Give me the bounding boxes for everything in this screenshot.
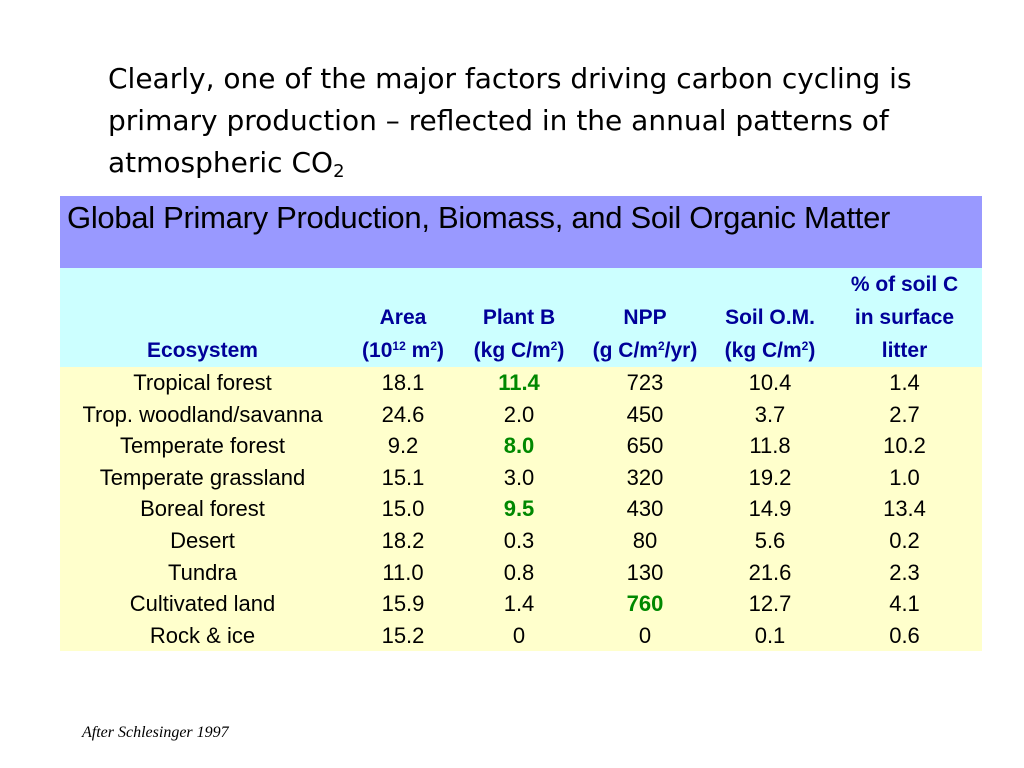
cell-soil-om: 0.1	[754, 622, 786, 648]
cell-npp: 130	[626, 559, 664, 585]
cell-soil-om: 5.6	[754, 527, 786, 553]
cell-soil-om: 11.8	[749, 433, 791, 459]
cell-plant-b: 0.8	[503, 559, 535, 585]
table-row: Rock & ice 15.2 0 0 0.1 0.6	[60, 619, 982, 652]
cell-area: 24.6	[381, 401, 425, 427]
cell-ecosystem: Temperate grassland	[99, 464, 306, 490]
source-citation: After Schlesinger 1997	[82, 724, 229, 741]
table-row: Desert 18.2 0.3 80 5.6 0.2	[60, 524, 982, 557]
cell-npp: 650	[626, 433, 664, 459]
intro-text: Clearly, one of the major factors drivin…	[108, 58, 1008, 184]
table-row: Boreal forest 15.0 9.5 430 14.9 13.4	[60, 493, 982, 525]
cell-plant-b: 0.3	[503, 527, 535, 553]
cell-area: 9.2	[387, 433, 419, 459]
cell-soil-om: 3.7	[754, 401, 786, 427]
cell-ecosystem: Tundra	[168, 559, 237, 585]
cell-plant-b: 2.0	[503, 401, 535, 427]
cell-npp: 320	[626, 464, 664, 490]
cell-soil-c: 2.7	[889, 401, 920, 427]
cell-ecosystem: Temperate forest	[119, 433, 286, 459]
cell-soil-om: 14.9	[748, 496, 792, 522]
table-row: Tropical forest 18.1 11.4 723 10.4 1.4	[60, 367, 982, 399]
header-area: Area (1012 m2)	[362, 306, 444, 362]
cell-ecosystem: Boreal forest	[140, 496, 265, 522]
cell-soil-c: 2.3	[889, 559, 920, 585]
cell-soil-om: 21.6	[748, 559, 792, 585]
cell-area: 15.9	[381, 591, 425, 617]
header-soil-c-litter: % of soil C in surface litter	[850, 273, 959, 362]
cell-area: 18.2	[381, 527, 425, 553]
cell-npp: 450	[626, 401, 664, 427]
cell-plant-b: 3.0	[503, 464, 535, 490]
cell-plant-b-highlight: 11.4	[498, 370, 540, 395]
cell-npp-highlight: 760	[626, 591, 664, 617]
cell-soil-c: 1.4	[889, 370, 920, 395]
cell-plant-b: 0	[512, 622, 526, 648]
cell-ecosystem: Cultivated land	[129, 591, 276, 617]
header-ecosystem: Ecosystem	[147, 339, 258, 362]
cell-npp: 723	[626, 370, 664, 395]
table-title: Global Primary Production, Biomass, and …	[60, 196, 982, 268]
cell-plant-b: 1.4	[503, 591, 535, 617]
cell-npp: 80	[632, 527, 658, 553]
table-row: Trop. woodland/savanna 24.6 2.0 450 3.7 …	[60, 398, 982, 431]
cell-soil-om: 19.2	[748, 464, 792, 490]
cell-area: 15.1	[381, 464, 425, 490]
cell-soil-c: 13.4	[883, 496, 926, 522]
cell-area: 11.0	[382, 559, 424, 585]
cell-plant-b-highlight: 9.5	[503, 496, 535, 522]
cell-plant-b-highlight: 8.0	[503, 433, 535, 459]
cell-soil-c: 0.6	[889, 622, 920, 648]
cell-area: 15.0	[381, 496, 425, 522]
cell-ecosystem: Trop. woodland/savanna	[82, 401, 323, 427]
header-plant-b: Plant B (kg C/m2)	[473, 306, 565, 362]
table-row: Temperate grassland 15.1 3.0 320 19.2 1.…	[60, 461, 982, 494]
ecosystem-table: Ecosystem Area (1012 m2) Plant B (kg C/m…	[60, 268, 982, 652]
table-row: Cultivated land 15.9 1.4 760 12.7 4.1	[60, 588, 982, 620]
cell-npp: 0	[638, 622, 652, 648]
table-row: Tundra 11.0 0.8 130 21.6 2.3	[60, 556, 982, 589]
cell-ecosystem: Rock & ice	[149, 622, 256, 648]
cell-area: 18.1	[381, 370, 425, 395]
cell-area: 15.2	[381, 622, 425, 648]
cell-soil-om: 12.7	[748, 591, 792, 617]
header-soil-om: Soil O.M. (kg C/m2)	[724, 306, 816, 362]
intro-subscript: 2	[333, 161, 345, 182]
table-header-row: Ecosystem Area (1012 m2) Plant B (kg C/m…	[60, 268, 982, 367]
header-npp: NPP (g C/m2/yr)	[592, 306, 698, 362]
cell-ecosystem: Tropical forest	[133, 370, 272, 395]
cell-soil-c: 0.2	[889, 527, 920, 553]
cell-ecosystem: Desert	[170, 527, 235, 553]
intro-text-body: Clearly, one of the major factors drivin…	[108, 62, 912, 179]
cell-soil-om: 10.4	[748, 370, 792, 395]
cell-soil-c: 10.2	[883, 433, 926, 459]
cell-soil-c: 4.1	[889, 591, 920, 617]
table-row: Temperate forest 9.2 8.0 650 11.8 10.2	[60, 430, 982, 462]
cell-npp: 430	[626, 496, 664, 522]
cell-soil-c: 1.0	[889, 464, 920, 490]
